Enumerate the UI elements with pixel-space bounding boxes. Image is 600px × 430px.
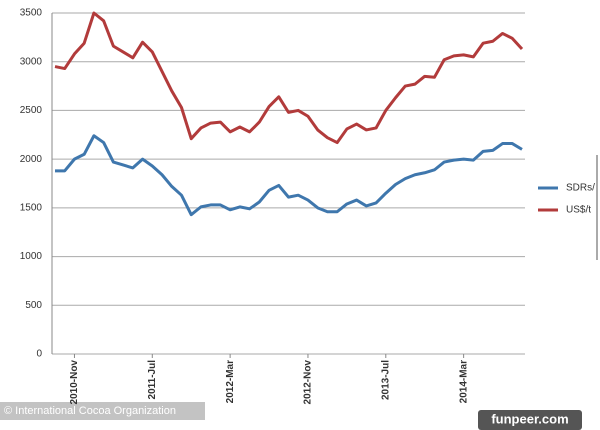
y-tick-label: 500 [25, 300, 42, 311]
y-tick-label: 3000 [20, 56, 43, 67]
watermark-bg [478, 410, 582, 430]
credit: © International Cocoa Organization [4, 405, 176, 417]
credit-bg [0, 402, 205, 420]
legend-label: US$/t [566, 205, 591, 216]
y-tick-label: 1500 [20, 202, 43, 213]
watermark: funpeer.com [491, 411, 568, 426]
x-tick-label: 2013-Jul [380, 360, 391, 400]
series-line [54, 11, 524, 145]
y-tick-label: 3500 [20, 8, 43, 19]
series-line [55, 134, 523, 217]
y-tick-label: 2500 [20, 105, 43, 116]
legend-label: SDRs/ [566, 183, 595, 194]
y-tick-label: 1000 [20, 251, 43, 262]
x-tick-label: 2010-Nov [69, 360, 80, 405]
x-tick-label: 2014-Mar [458, 360, 469, 403]
y-tick-label: 0 [36, 349, 42, 360]
y-tick-label: 2000 [20, 154, 43, 165]
x-tick-label: 2012-Nov [303, 360, 314, 405]
x-tick-label: 2011-Jul [147, 360, 158, 400]
x-tick-label: 2012-Mar [225, 360, 236, 403]
